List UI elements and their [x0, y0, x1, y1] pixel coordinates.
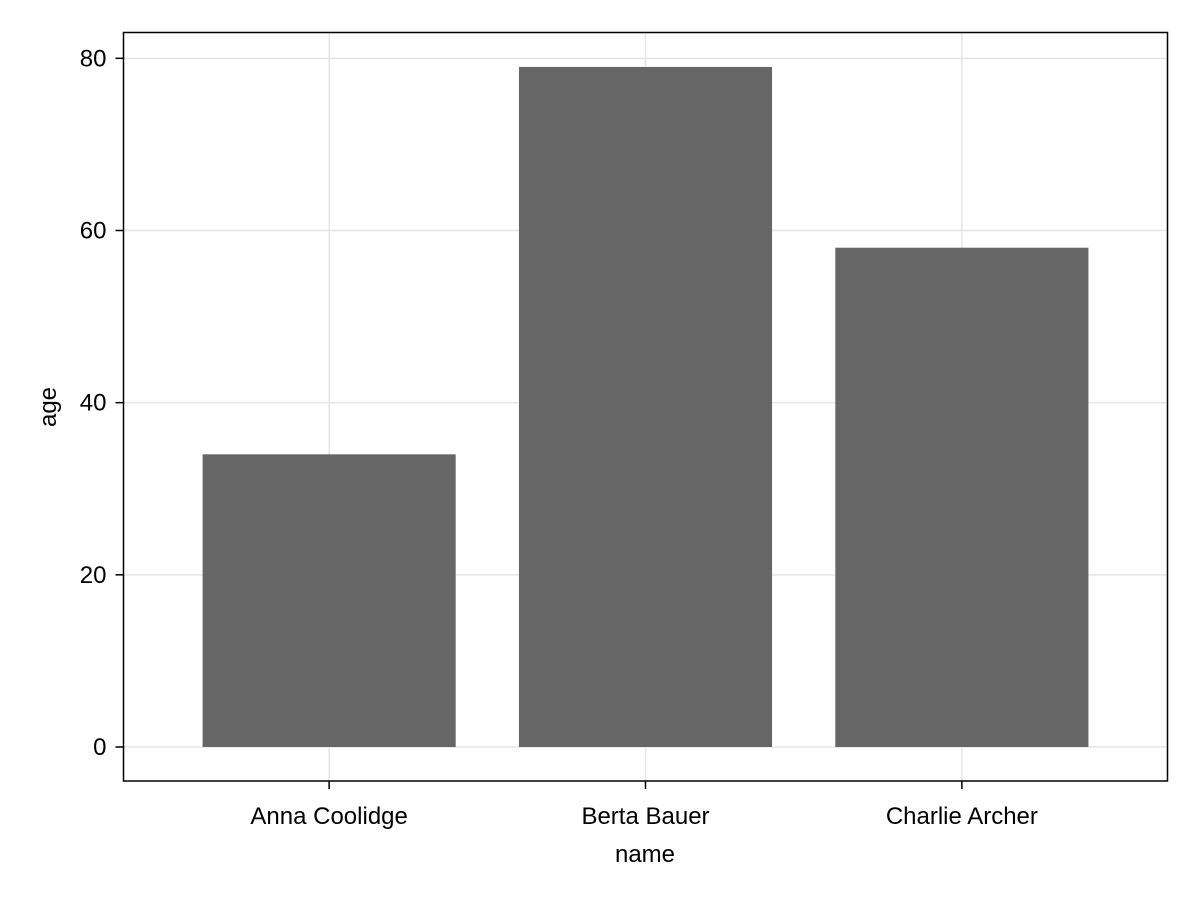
x-tick-label: Berta Bauer — [581, 803, 709, 830]
x-tick-label: Charlie Archer — [886, 803, 1038, 830]
x-tick-label: Anna Coolidge — [250, 803, 407, 830]
y-tick-label: 0 — [93, 734, 106, 761]
ticks: 0 20 40 60 80 Anna Coolidge Berta Bauer Charlie… — [80, 45, 1038, 830]
x-axis-label: name — [615, 841, 675, 868]
bars — [202, 66, 1089, 747]
y-axis-label: age — [35, 387, 62, 427]
y-tick-label: 20 — [80, 562, 107, 589]
bar-charlie-archer — [835, 247, 1089, 747]
y-tick-label: 40 — [80, 390, 107, 417]
bar-berta-bauer — [518, 66, 773, 747]
y-tick-label: 80 — [80, 45, 107, 72]
bar-anna-coolidge — [202, 454, 456, 747]
y-tick-label: 60 — [80, 217, 107, 244]
